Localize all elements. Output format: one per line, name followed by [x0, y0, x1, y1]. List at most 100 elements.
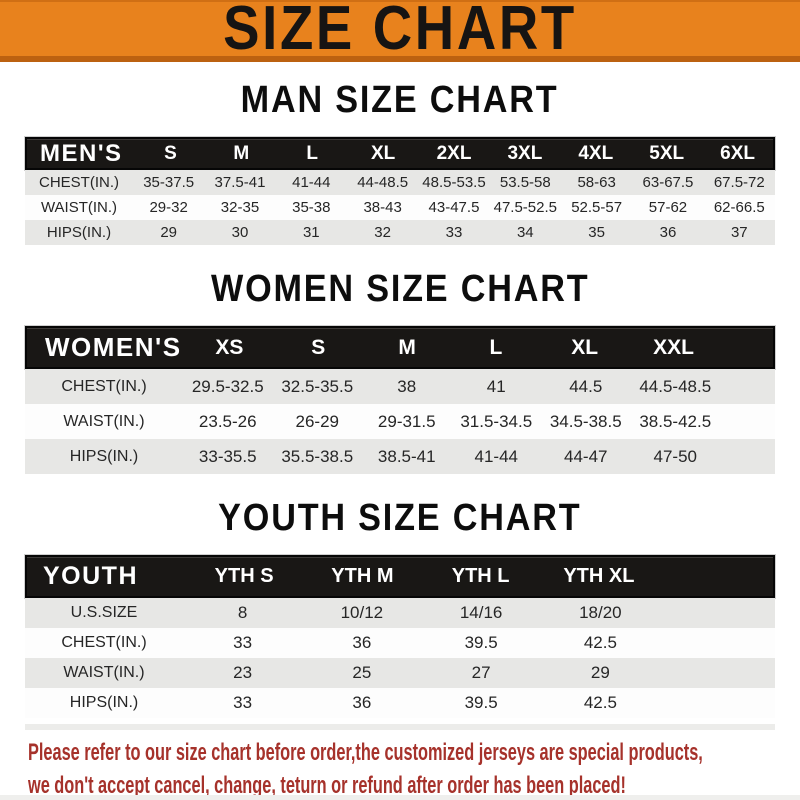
- table-cell: 41-44: [292, 174, 331, 191]
- table-cell: 10/12: [340, 603, 384, 622]
- table-header-row: WOMEN'S XS S M L XL XXL: [25, 326, 775, 369]
- column-header: L: [489, 335, 503, 359]
- table-row: WAIST(IN.) 23 25 27 29: [25, 658, 775, 688]
- row-label: CHEST(IN.): [61, 634, 147, 651]
- table-cell: 33: [445, 224, 463, 241]
- table-cell: 34.5-38.5: [549, 411, 622, 431]
- table-cell: 44-47: [564, 446, 608, 466]
- table-cell: 52.5-57: [571, 199, 623, 216]
- table-cell: 23.5-26: [198, 411, 257, 431]
- man-size-table: MEN'S S M L XL 2XL 3XL 4XL 5XL 6XL CHEST(IN.) 35-37…: [25, 137, 775, 245]
- column-header: YTH M: [331, 565, 394, 587]
- disclaimer-line-1: Please refer to our size chart before or…: [28, 739, 703, 766]
- table-cell: 35.5-38.5: [281, 446, 354, 466]
- table-cell: 38.5-41: [377, 446, 436, 466]
- row-label: WAIST(IN.): [63, 412, 145, 430]
- table-cell: 33: [233, 633, 253, 652]
- table-cell: 8: [237, 603, 248, 622]
- table-cell: 57-62: [648, 199, 688, 216]
- table-cell: 43-47.5: [428, 199, 480, 216]
- column-header: 4XL: [578, 142, 614, 164]
- table-corner-label: WOMEN'S: [45, 332, 182, 362]
- table-cell: 35-38: [292, 199, 331, 216]
- table-row: WAIST(IN.) 29-32 32-35 35-38 38-43 43-47.5 47.…: [25, 195, 775, 220]
- column-header: 2XL: [436, 142, 472, 164]
- column-header: M: [398, 335, 416, 359]
- table-cell: 32.5-35.5: [281, 376, 354, 396]
- table-cell: 48.5-53.5: [422, 174, 486, 191]
- table-cell: 26-29: [295, 411, 339, 431]
- table-cell: 31: [302, 224, 320, 241]
- order-disclaimer: Please refer to our size chart before or…: [0, 730, 800, 800]
- table-cell: 34: [516, 224, 534, 241]
- table-cell: 41: [486, 376, 506, 396]
- column-header: XXL: [653, 335, 694, 359]
- youth-size-chart-section: YOUTH SIZE CHART YOUTH YTH S YTH M YTH L YTH…: [0, 498, 800, 718]
- table-cell: 29: [590, 663, 610, 682]
- column-header: XL: [571, 335, 599, 359]
- column-header: L: [306, 142, 319, 164]
- row-label: U.S.SIZE: [70, 604, 138, 621]
- column-header: YTH XL: [563, 565, 635, 587]
- table-cell: 63-67.5: [642, 174, 694, 191]
- table-row: HIPS(IN.) 33 36 39.5 42.5: [25, 688, 775, 718]
- table-cell: 27: [471, 663, 491, 682]
- column-header: M: [233, 142, 250, 164]
- table-cell: 39.5: [464, 693, 498, 712]
- table-cell: 32-35: [220, 199, 260, 216]
- table-cell: 35: [588, 224, 605, 241]
- table-corner-label: MEN'S: [40, 139, 123, 167]
- row-label: WAIST(IN.): [40, 199, 118, 216]
- table-cell: 42.5: [583, 633, 617, 652]
- table-cell: 38-43: [363, 199, 402, 216]
- table-cell: 39.5: [464, 633, 498, 652]
- table-cell: 33: [233, 693, 253, 712]
- table-cell: 29: [160, 224, 177, 241]
- table-cell: 29-31.5: [377, 411, 436, 431]
- table-row: HIPS(IN.) 29 30 31 32 33 34 35 36 37: [25, 220, 775, 245]
- column-header: YTH L: [451, 565, 510, 587]
- table-cell: 36: [352, 633, 372, 652]
- man-section-title: MAN SIZE CHART: [241, 79, 559, 121]
- table-cell: 37.5-41: [214, 174, 266, 191]
- section-divider: [25, 724, 775, 730]
- table-cell: 36: [659, 224, 677, 241]
- table-header-row: YOUTH YTH S YTH M YTH L YTH XL: [25, 555, 775, 598]
- row-label: WAIST(IN.): [63, 664, 145, 681]
- disclaimer-line-2-wrap: we don't accept cancel, change, teturn o…: [28, 771, 772, 800]
- table-row: CHEST(IN.) 35-37.5 37.5-41 41-44 44-48.5 48.5…: [25, 170, 775, 195]
- column-header: XL: [370, 142, 396, 164]
- column-header: XS: [215, 335, 244, 359]
- women-section-title-wrap: WOMEN SIZE CHART: [0, 269, 800, 314]
- table-cell: 44-48.5: [357, 174, 409, 191]
- man-section-title-wrap: MAN SIZE CHART: [0, 80, 800, 125]
- page-bottom-strip: [0, 795, 800, 800]
- table-cell: 14/16: [459, 603, 503, 622]
- table-cell: 23: [233, 663, 253, 682]
- table-cell: 67.5-72: [713, 174, 765, 191]
- table-row: CHEST(IN.) 29.5-32.5 32.5-35.5 38 41 44.5 44.5…: [25, 369, 775, 404]
- table-cell: 44.5: [569, 376, 603, 396]
- size-chart-banner: SIZE CHART: [0, 0, 800, 62]
- youth-section-title: YOUTH SIZE CHART: [218, 497, 582, 539]
- table-cell: 41-44: [474, 446, 518, 466]
- table-cell: 30: [231, 224, 249, 241]
- table-cell: 18/20: [579, 603, 622, 622]
- table-cell: 29.5-32.5: [191, 376, 264, 396]
- table-cell: 42.5: [583, 693, 617, 712]
- column-header: S: [311, 335, 326, 359]
- youth-section-title-wrap: YOUTH SIZE CHART: [0, 498, 800, 543]
- table-cell: 38.5-42.5: [639, 411, 712, 431]
- table-row: CHEST(IN.) 33 36 39.5 42.5: [25, 628, 775, 658]
- table-cell: 44.5-48.5: [639, 376, 712, 396]
- table-cell: 58-63: [577, 174, 616, 191]
- table-row: U.S.SIZE 8 10/12 14/16 18/20: [25, 598, 775, 628]
- table-cell: 38: [397, 376, 417, 396]
- column-header: 3XL: [507, 142, 543, 164]
- column-header: S: [164, 142, 177, 164]
- column-header: 6XL: [720, 142, 755, 164]
- women-section-title: WOMEN SIZE CHART: [210, 268, 590, 310]
- table-cell: 47-50: [653, 446, 697, 466]
- table-row: HIPS(IN.) 33-35.5 35.5-38.5 38.5-41 41-44 44-…: [25, 439, 775, 474]
